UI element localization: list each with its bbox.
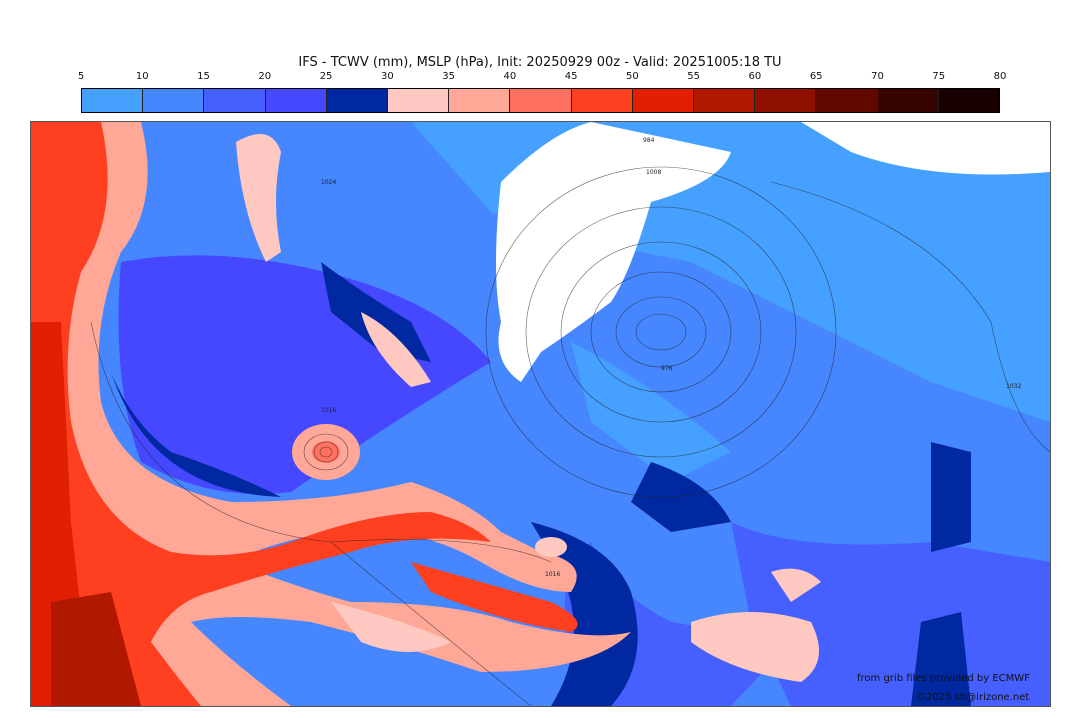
colorbar-tick-label: 55 (687, 71, 701, 82)
contour-labels: 1016 976 1032 1016 1008 1024 984 (321, 137, 1021, 578)
colorbar-tick-label: 10 (135, 71, 149, 82)
contour-label: 1008 (646, 169, 661, 176)
colorbar-swatch (204, 89, 266, 112)
colorbar (81, 88, 1000, 113)
colorbar-swatch (82, 89, 144, 112)
colorbar-swatch (326, 89, 389, 112)
chart-title: IFS - TCWV (mm), MSLP (hPa), Init: 20250… (298, 55, 782, 70)
colorbar-tick-label: 15 (197, 71, 210, 82)
contour-label: 1024 (321, 179, 336, 186)
colorbar-swatch (755, 89, 817, 112)
colorbar-tick-label: 20 (258, 71, 272, 82)
contour-label: 1016 (321, 407, 336, 414)
colorbar-tick-label: 75 (932, 71, 946, 82)
colorbar-tick-label: 65 (809, 71, 823, 82)
contour-label: 1032 (1006, 383, 1021, 390)
colorbar-tick-label: 35 (442, 71, 455, 82)
colorbar-tick-label: 5 (77, 71, 85, 82)
colorbar-swatch (571, 89, 633, 112)
colorbar-tick-label: 25 (319, 71, 333, 82)
contour-label: 1016 (545, 571, 560, 578)
contour-label: 984 (643, 137, 655, 144)
colorbar-tick-label: 40 (503, 71, 517, 82)
colorbar-swatch (388, 89, 450, 112)
colorbar-swatch (816, 89, 878, 112)
tcwv-field: 1016 976 1032 1016 1008 1024 984 (31, 122, 1050, 706)
colorbar-swatch (938, 89, 1000, 112)
colorbar-tick-label: 50 (626, 71, 639, 82)
colorbar-swatch (449, 89, 511, 112)
colorbar-tick-label: 70 (871, 71, 884, 82)
colorbar-swatch (632, 89, 695, 112)
colorbar-tick-label: 60 (748, 71, 762, 82)
colorbar-tick-label: 80 (993, 71, 1007, 82)
colorbar-swatch (694, 89, 756, 112)
copyright-credit: ©2025 sb@irizone.net (916, 692, 1030, 703)
colorbar-ticks: 5 10 15 20 25 30 35 40 45 50 55 60 65 70 75 80 (77, 71, 1007, 85)
colorbar-tick-label: 30 (380, 71, 394, 82)
colorbar-swatch (265, 89, 327, 112)
source-credit: from grib files provided by ECMWF (857, 673, 1030, 684)
colorbar-swatch (877, 89, 939, 112)
colorbar-swatch (510, 89, 572, 112)
colorbar-swatch (143, 89, 205, 112)
colorbar-tick-label: 45 (564, 71, 578, 82)
contour-label: 976 (661, 365, 673, 372)
weather-map[interactable]: 1016 976 1032 1016 1008 1024 984 (30, 121, 1051, 707)
